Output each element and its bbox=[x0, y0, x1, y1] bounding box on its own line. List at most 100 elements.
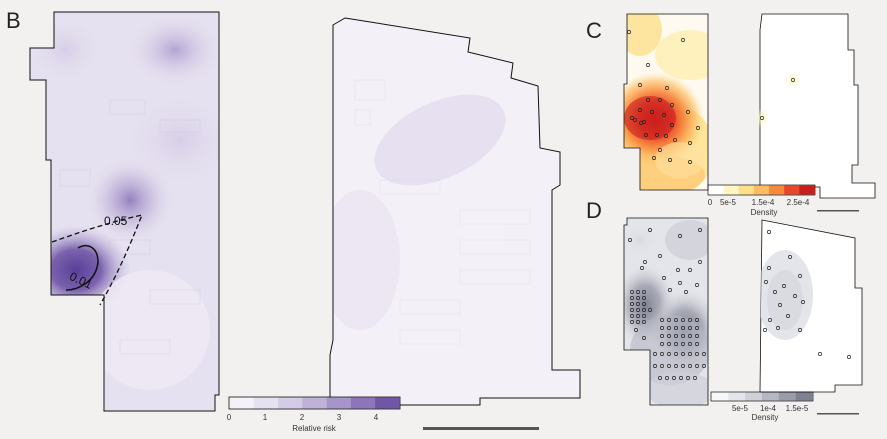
observation-point bbox=[672, 376, 676, 380]
observation-point bbox=[793, 294, 797, 298]
observation-point bbox=[642, 302, 646, 306]
observation-point bbox=[674, 364, 678, 368]
cb-c-swatch bbox=[723, 185, 740, 195]
observation-point bbox=[636, 320, 640, 324]
observation-point bbox=[698, 228, 702, 232]
observation-point bbox=[778, 303, 782, 307]
cb-c-label: Density bbox=[751, 208, 778, 217]
scale-bar-c bbox=[817, 210, 859, 212]
cb-c-swatch bbox=[708, 185, 724, 195]
observation-point bbox=[681, 364, 685, 368]
observation-point bbox=[773, 290, 777, 294]
observation-point bbox=[788, 255, 792, 259]
observation-point bbox=[664, 134, 668, 138]
observation-point bbox=[695, 352, 699, 356]
observation-point bbox=[681, 352, 685, 356]
observation-point bbox=[658, 254, 662, 258]
observation-point bbox=[653, 364, 657, 368]
observation-point bbox=[648, 228, 652, 232]
observation-point bbox=[696, 126, 700, 130]
observation-point bbox=[681, 334, 685, 338]
cb-b-swatch bbox=[253, 397, 279, 409]
cb-c-tick-3: 2.5e-4 bbox=[787, 198, 810, 207]
scale-bar-b bbox=[423, 427, 539, 430]
observation-point bbox=[665, 376, 669, 380]
observation-point bbox=[650, 110, 654, 114]
observation-point bbox=[818, 352, 822, 356]
observation-point bbox=[801, 300, 805, 304]
cb-c-swatch bbox=[738, 185, 755, 195]
observation-point bbox=[702, 364, 706, 368]
observation-point bbox=[674, 326, 678, 330]
observation-point bbox=[693, 376, 697, 380]
observation-point bbox=[674, 334, 678, 338]
observation-point bbox=[688, 326, 692, 330]
observation-point bbox=[767, 266, 771, 270]
scale-bar-d bbox=[817, 413, 859, 415]
cb-c-swatch bbox=[769, 185, 785, 195]
map-c-left bbox=[623, 13, 709, 191]
cb-c-swatch bbox=[784, 185, 800, 195]
observation-point bbox=[636, 308, 640, 312]
observation-point bbox=[767, 230, 771, 234]
observation-point bbox=[798, 274, 802, 278]
observation-point bbox=[658, 98, 662, 102]
observation-point bbox=[642, 314, 646, 318]
observation-point bbox=[673, 138, 677, 142]
observation-point bbox=[640, 266, 644, 270]
observation-point bbox=[642, 290, 646, 294]
colorbar-density-d: 5e-5 1e-4 1.5e-5 Density bbox=[710, 391, 814, 422]
observation-point bbox=[695, 326, 699, 330]
cb-d-swatch bbox=[762, 392, 780, 401]
colorbar-density-c: 0 5e-5 1.5e-4 2.5e-4 Density bbox=[707, 184, 816, 217]
observation-point bbox=[763, 328, 767, 332]
observation-point bbox=[660, 326, 664, 330]
observation-point bbox=[674, 352, 678, 356]
map-b-left: 0.05 0.01 bbox=[29, 11, 220, 412]
observation-point bbox=[634, 328, 638, 332]
observation-point bbox=[688, 268, 692, 272]
cb-d-label: Density bbox=[752, 413, 779, 422]
cb-b-swatch bbox=[229, 397, 255, 409]
observation-point bbox=[670, 123, 674, 127]
observation-point bbox=[688, 141, 692, 145]
cb-b-label: Relative risk bbox=[292, 424, 337, 433]
cb-b-swatch bbox=[375, 397, 400, 409]
cb-b-swatch bbox=[350, 397, 376, 409]
observation-point bbox=[660, 364, 664, 368]
cb-d-swatch bbox=[778, 392, 796, 401]
observation-point bbox=[764, 280, 768, 284]
observation-point bbox=[660, 318, 664, 322]
observation-point bbox=[695, 342, 699, 346]
observation-point bbox=[668, 158, 672, 162]
observation-point bbox=[681, 342, 685, 346]
observation-point bbox=[686, 110, 690, 114]
observation-point bbox=[798, 328, 802, 332]
cb-b-swatch bbox=[302, 397, 327, 409]
map-b-right bbox=[329, 17, 581, 406]
observation-point bbox=[638, 83, 642, 87]
observation-point bbox=[646, 63, 650, 67]
cb-b-swatch bbox=[326, 397, 352, 409]
observation-point bbox=[660, 334, 664, 338]
observation-point bbox=[698, 260, 702, 264]
observation-point bbox=[644, 133, 648, 137]
cb-b-tick-2: 2 bbox=[300, 413, 305, 422]
observation-point bbox=[688, 334, 692, 338]
observation-point bbox=[627, 30, 631, 34]
observation-point bbox=[643, 260, 647, 264]
cb-b-tick-0: 0 bbox=[227, 413, 232, 422]
observation-point bbox=[684, 290, 688, 294]
observation-point bbox=[630, 116, 634, 120]
observation-point bbox=[670, 103, 674, 107]
observation-point bbox=[630, 320, 634, 324]
observation-point bbox=[638, 108, 642, 112]
observation-point bbox=[782, 284, 786, 288]
observation-point bbox=[660, 342, 664, 346]
panel-label-b: B bbox=[6, 8, 21, 33]
observation-point bbox=[636, 302, 640, 306]
observation-point bbox=[681, 38, 685, 42]
observation-point bbox=[695, 283, 699, 287]
observation-point bbox=[786, 314, 790, 318]
